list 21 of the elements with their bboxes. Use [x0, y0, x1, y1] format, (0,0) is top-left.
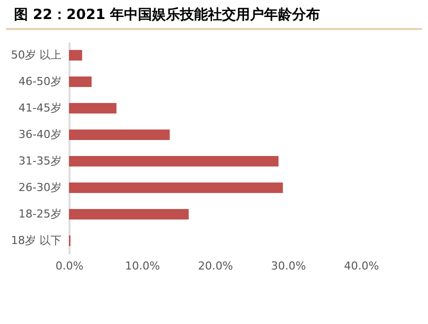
bar	[69, 102, 116, 114]
y-tick-label: 46-50岁	[18, 74, 62, 88]
y-tick-label: 50岁 以上	[11, 48, 62, 62]
chart-title: 图 22：2021 年中国娱乐技能社交用户年龄分布	[6, 0, 422, 30]
y-tick-label: 36-40岁	[18, 128, 62, 141]
x-tick-label: 30.0%	[271, 260, 306, 272]
x-tick-label: 20.0%	[198, 260, 233, 272]
bar	[69, 182, 283, 194]
bar	[69, 129, 170, 140]
bar	[69, 50, 82, 61]
x-tick-label: 40.0%	[344, 260, 379, 272]
x-tick-label: 0.0%	[56, 260, 84, 272]
y-tick-label: 18-25岁	[18, 207, 62, 220]
bar	[69, 76, 92, 88]
bar	[69, 156, 279, 167]
bar	[69, 208, 189, 220]
y-tick-label: 41-45岁	[18, 101, 62, 114]
y-tick-label: 18岁 以下	[11, 234, 62, 247]
y-tick-label: 31-35岁	[18, 154, 62, 168]
y-tick-label: 26-30岁	[18, 180, 62, 194]
x-tick-label: 10.0%	[125, 260, 160, 272]
